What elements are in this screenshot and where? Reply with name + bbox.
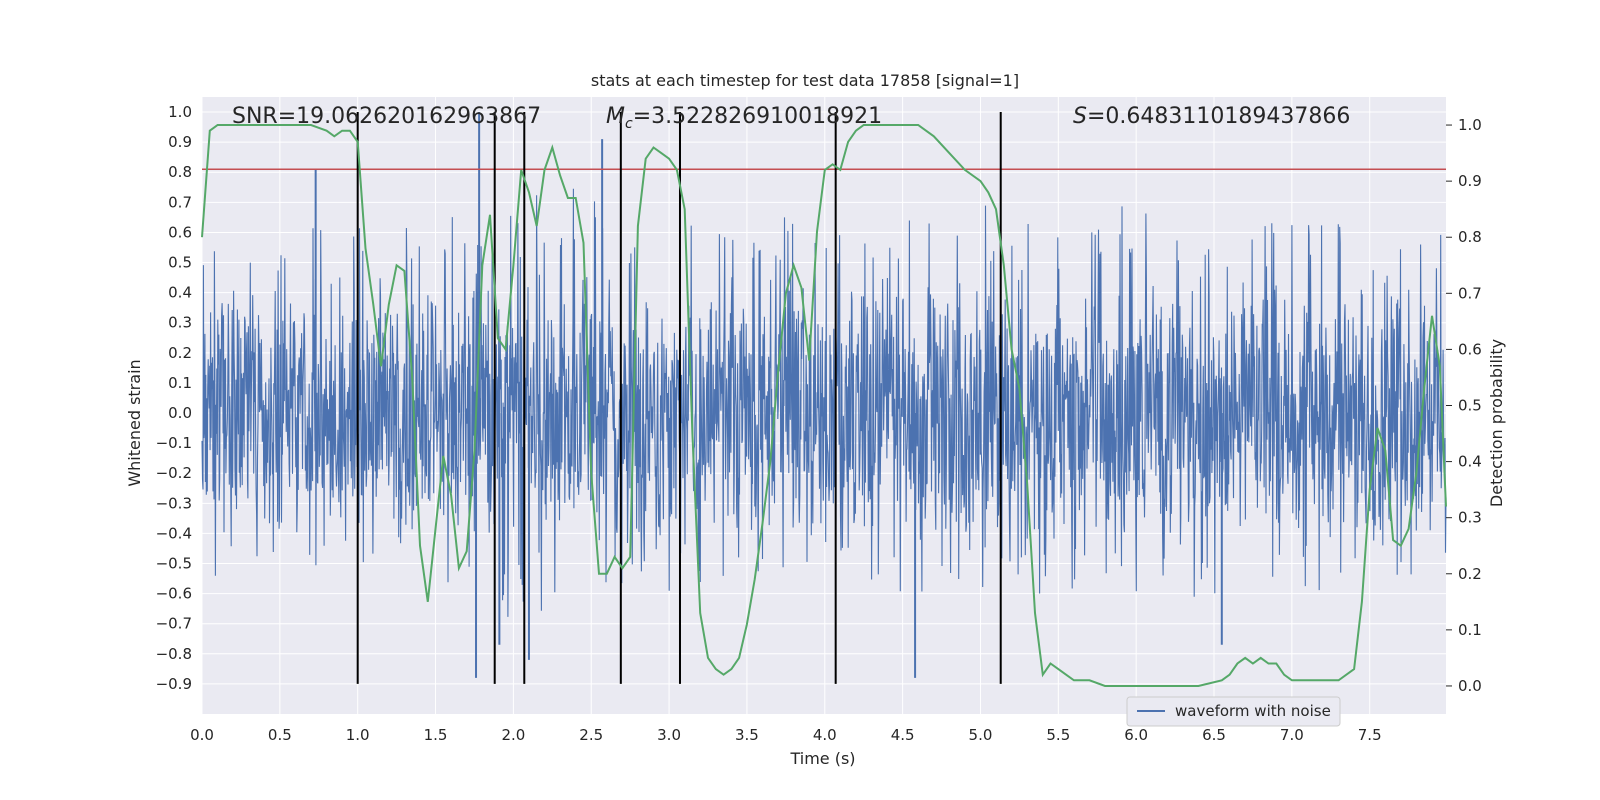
x-tick-label: 5.0 (969, 726, 993, 744)
y2-tick-label: 0.7 (1458, 284, 1482, 302)
y2-tick-label: 0.3 (1458, 509, 1482, 527)
s-value: =0.6483110189437866 (1087, 104, 1350, 129)
legend-box (1126, 696, 1341, 727)
snr-value: 19.062620162963867 (296, 104, 541, 129)
x-tick-label: 5.5 (1046, 726, 1070, 744)
x-tick-label: 3.0 (657, 726, 681, 744)
y-tick-label: 0.1 (168, 374, 192, 392)
detection-probability-line (201, 124, 1447, 687)
y-tick-label: −0.7 (156, 615, 192, 633)
y2-axis-label: Detection probability (1487, 339, 1506, 507)
snr-prefix: SNR= (232, 104, 296, 129)
s-annotation: S=0.6483110189437866 (1073, 104, 1350, 129)
mc-annotation: Mc=3.522826910018921 (606, 104, 882, 132)
plot-area: 0.0 0.5 1.0 1.5 2.0 2.5 3.0 3.5 4.0 4.5 5.0 5.5 6.0 6… (156, 97, 1482, 744)
legend-label: waveform with noise (1175, 702, 1331, 720)
y-tick-label: 0.3 (168, 314, 192, 332)
y-tick-label: −0.6 (156, 585, 192, 603)
y2-tick-label: 1.0 (1458, 116, 1482, 134)
y-tick-label: 0.0 (168, 404, 192, 422)
y2-tick-label: 0.5 (1458, 397, 1482, 415)
chart-overlay: stats at each timestep for test data 178… (125, 71, 1506, 768)
mc-subscript: c (625, 116, 633, 132)
y-tick-label: 0.6 (168, 223, 192, 241)
y2-tick-label: 0.6 (1458, 340, 1482, 358)
x-tick-label: 6.5 (1202, 726, 1226, 744)
y-tick-label: −0.5 (156, 555, 192, 573)
x-tick-label: 0.0 (190, 726, 214, 744)
y-tick-label: 1.0 (168, 103, 192, 121)
y2-tick-label: 0.9 (1458, 172, 1482, 190)
x-tick-label: 2.5 (579, 726, 603, 744)
y-tick-label: 0.7 (168, 193, 192, 211)
snr-annotation: SNR=19.062620162963867 (232, 104, 541, 129)
y-tick-label: 0.8 (168, 163, 192, 181)
x-tick-label: 6.0 (1124, 726, 1148, 744)
y2-tick-label: 0.1 (1458, 621, 1482, 639)
mc-symbol: M (606, 104, 625, 129)
x-tick-label: 1.0 (346, 726, 370, 744)
x-tick-label: 7.0 (1280, 726, 1304, 744)
y2-tick-label: 0.4 (1458, 453, 1482, 471)
x-tick-label: 4.0 (813, 726, 837, 744)
y-tick-label: 0.4 (168, 284, 192, 302)
x-tick-label: 1.5 (424, 726, 448, 744)
x-axis-label: Time (s) (789, 749, 855, 768)
x-tick-label: 7.5 (1358, 726, 1382, 744)
legend: waveform with noise (1126, 696, 1341, 727)
y-tick-label: −0.4 (156, 524, 192, 542)
y-tick-label: −0.1 (156, 434, 192, 452)
y-tick-label: −0.2 (156, 464, 192, 482)
y-axis-label: Whitened strain (125, 359, 144, 486)
mc-value: =3.522826910018921 (633, 104, 882, 129)
y-tick-label: 0.5 (168, 254, 192, 272)
x-tick-label: 3.5 (735, 726, 759, 744)
x-tick-label: 4.5 (891, 726, 915, 744)
y-tick-label: −0.8 (156, 645, 192, 663)
y2-tick-label: 0.2 (1458, 565, 1482, 583)
y-tick-label: −0.9 (156, 675, 192, 693)
y-tick-label: −0.3 (156, 494, 192, 512)
chart-title: stats at each timestep for test data 178… (591, 71, 1019, 90)
s-symbol: S (1073, 104, 1087, 129)
y-tick-label: 0.2 (168, 344, 192, 362)
y2-tick-label: 0.0 (1458, 677, 1482, 695)
strain-series (201, 188, 1447, 617)
x-tick-label: 0.5 (268, 726, 292, 744)
y2-tick-label: 0.8 (1458, 228, 1482, 246)
y-tick-label: 0.9 (168, 133, 192, 151)
x-tick-label: 2.0 (501, 726, 525, 744)
